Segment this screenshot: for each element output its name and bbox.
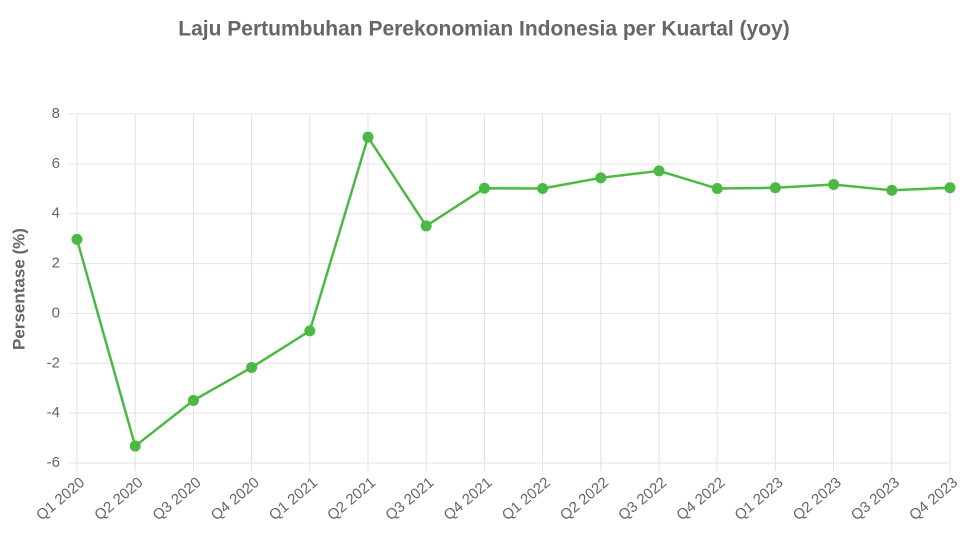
data-point	[944, 182, 956, 194]
data-point	[246, 362, 258, 374]
y-tick-label: 8	[52, 105, 60, 122]
data-point	[711, 183, 723, 195]
x-tick-label: Q1 2023	[732, 474, 787, 524]
data-point	[537, 183, 549, 195]
y-tick-label: 6	[52, 155, 60, 172]
y-tick-label: 2	[52, 255, 60, 272]
y-tick-label: 0	[52, 304, 60, 321]
y-tick-label: 4	[52, 205, 60, 222]
data-point	[71, 233, 83, 245]
x-tick-label: Q2 2021	[324, 474, 379, 524]
data-point	[769, 182, 781, 194]
x-tick-label: Q2 2023	[790, 474, 845, 524]
data-point	[362, 131, 374, 143]
data-point	[129, 440, 141, 452]
x-tick-label: Q4 2020	[208, 474, 263, 524]
y-tick-label: -6	[47, 454, 60, 471]
data-point	[886, 184, 898, 196]
data-point	[420, 220, 432, 232]
data-point	[653, 165, 665, 177]
data-line	[75, 134, 951, 449]
data-point	[828, 179, 840, 191]
x-tick-label: Q2 2022	[557, 474, 612, 524]
x-tick-label: Q4 2022	[673, 474, 728, 524]
data-point	[478, 182, 490, 194]
data-point	[187, 394, 199, 406]
x-tick-label: Q3 2022	[615, 474, 670, 524]
y-tick-label: -2	[47, 354, 60, 371]
x-tick-label: Q4 2021	[441, 474, 496, 524]
chart-title: Laju Pertumbuhan Perekonomian Indonesia …	[178, 18, 789, 41]
x-tick-label: Q3 2021	[382, 474, 437, 524]
data-point	[595, 172, 607, 184]
x-tick-label: Q1 2022	[499, 474, 554, 524]
x-tick-label: Q1 2020	[33, 474, 88, 524]
y-axis-label: Persentase (%)	[9, 228, 28, 350]
x-tick-label: Q1 2021	[266, 474, 321, 524]
data-point	[304, 325, 316, 337]
x-tick-label: Q2 2020	[91, 474, 146, 524]
x-tick-label: Q3 2020	[150, 474, 205, 524]
x-tick-label: Q4 2023	[906, 474, 961, 524]
x-tick-label: Q3 2023	[848, 474, 903, 524]
y-tick-label: -4	[47, 404, 60, 421]
